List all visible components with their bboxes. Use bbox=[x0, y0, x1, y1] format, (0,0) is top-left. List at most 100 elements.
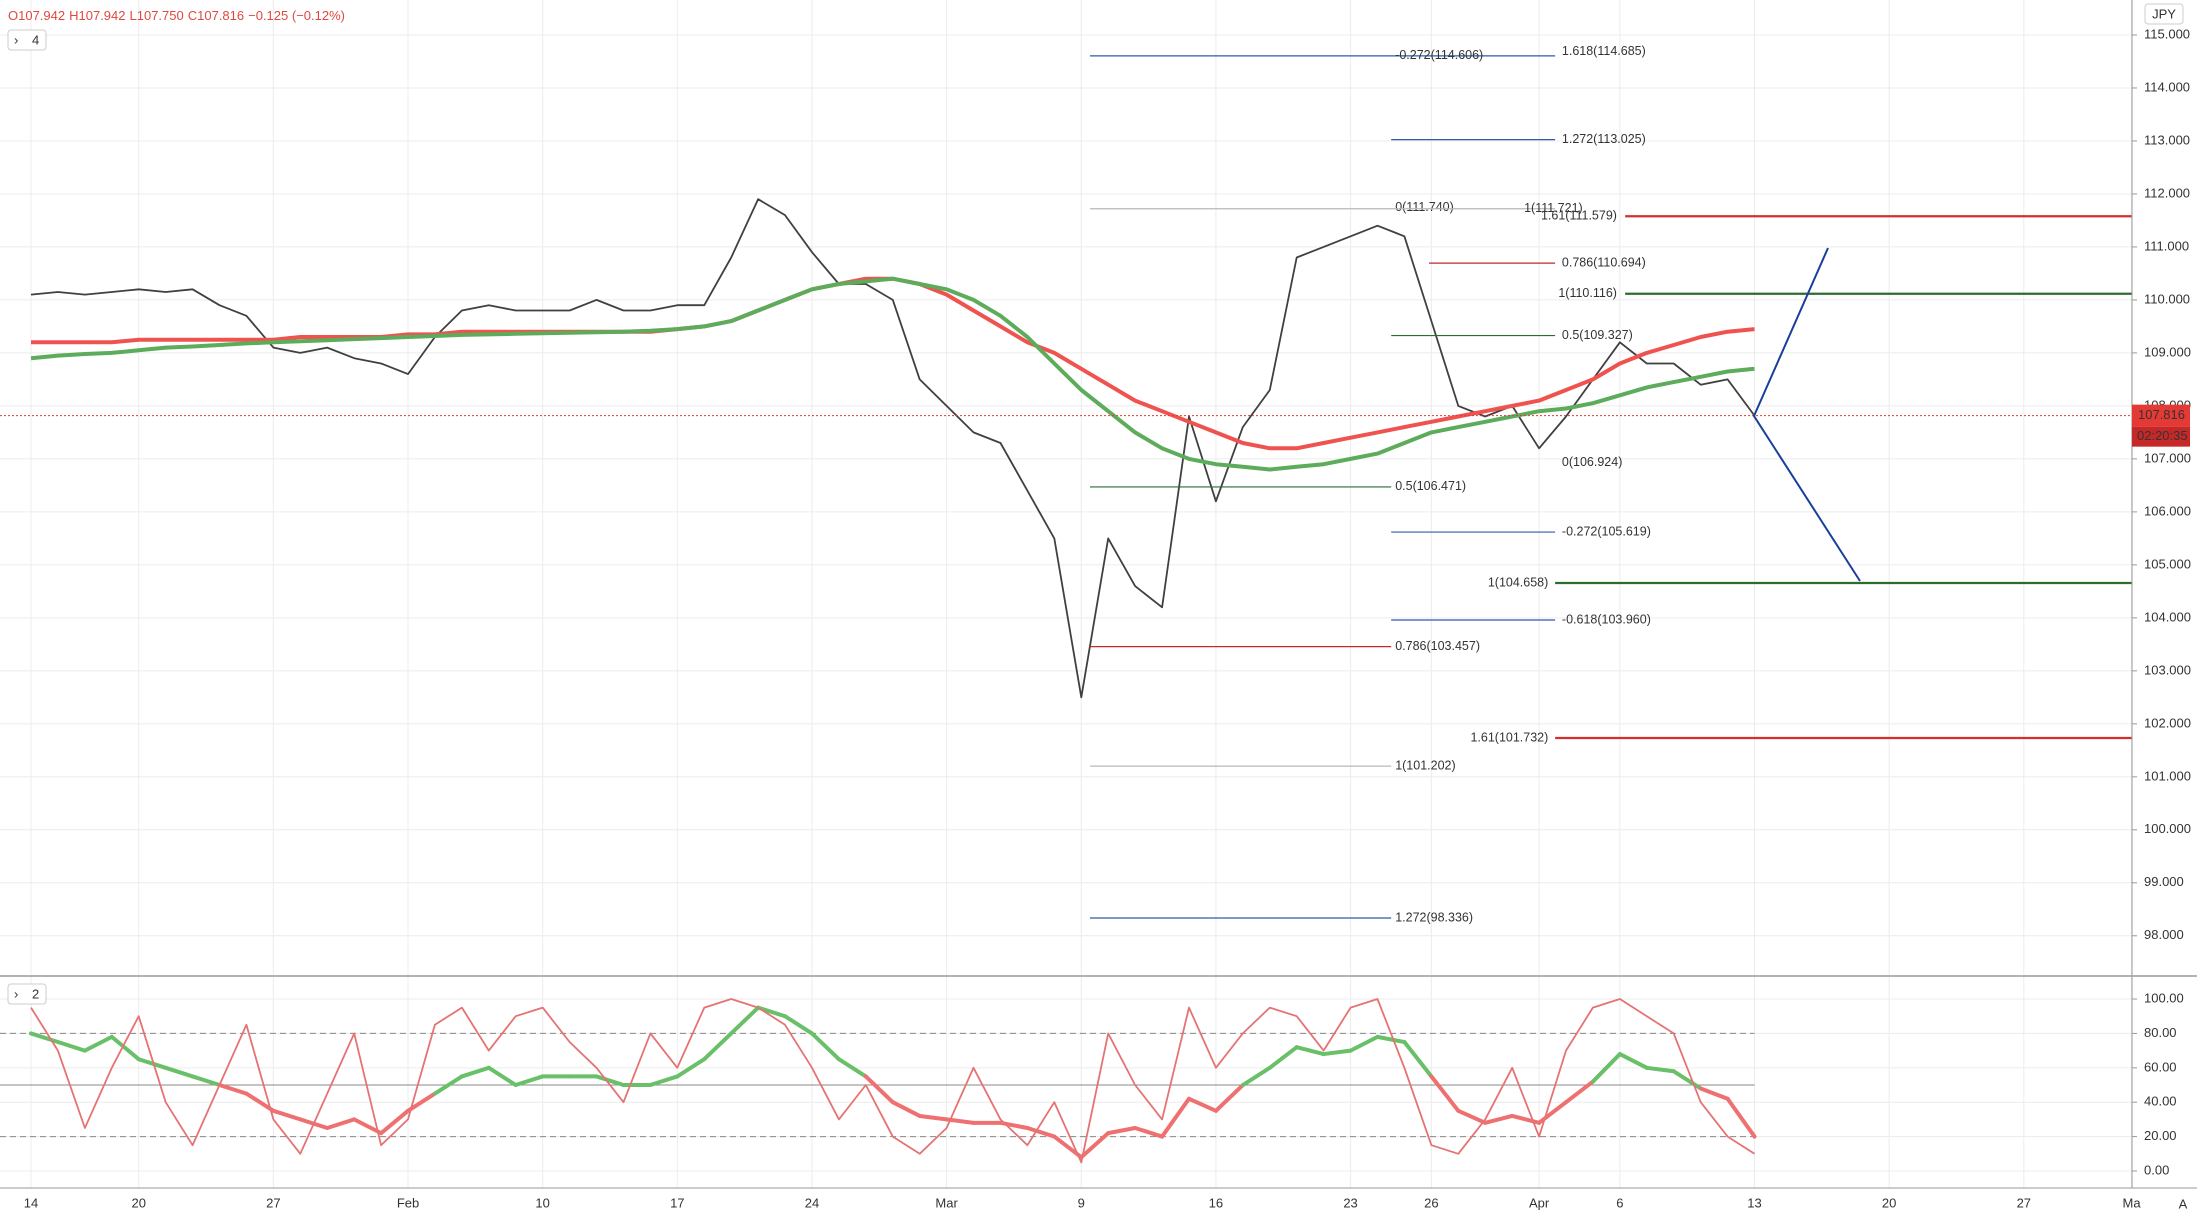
legend-item: O107.942 bbox=[8, 8, 65, 23]
x-tick-label: Feb bbox=[397, 1195, 419, 1210]
currency: JPY bbox=[2152, 6, 2176, 21]
y-tick-label: 106.000 bbox=[2144, 503, 2191, 518]
price-line bbox=[30, 198, 1756, 699]
y-tick-label: 103.000 bbox=[2144, 662, 2191, 677]
x-tick-label: 13 bbox=[1747, 1195, 1761, 1210]
pane-badge: 2 bbox=[32, 986, 39, 1001]
oscillator-segment bbox=[1698, 1086, 1730, 1101]
y-tick-label: 113.000 bbox=[2144, 132, 2190, 147]
y-tick-label: 109.000 bbox=[2144, 344, 2191, 359]
last-price-tag bbox=[2132, 404, 2190, 427]
oscillator-segment bbox=[1644, 1065, 1676, 1074]
oscillator-segment bbox=[863, 1074, 895, 1105]
oscillator-segment bbox=[432, 1074, 464, 1096]
fib-label: 0.786(103.457) bbox=[1395, 639, 1480, 653]
oscillator-segment bbox=[82, 1034, 114, 1053]
oscillator-segment bbox=[1671, 1069, 1703, 1091]
fib-label: -0.272(105.619) bbox=[1562, 524, 1651, 538]
oscillator-segment bbox=[1240, 1065, 1272, 1088]
fib-label: -0.618(103.960) bbox=[1562, 612, 1651, 626]
x-tick-label: 20 bbox=[131, 1195, 145, 1210]
y-tick-label: 100.00 bbox=[2144, 990, 2184, 1005]
ohlc-legend: O107.942 H107.942 L107.750 C107.816 −0.125 (… bbox=[8, 8, 345, 23]
fib-label: -0.272(114.606) bbox=[1395, 48, 1483, 62]
oscillator-segment bbox=[1079, 1131, 1111, 1160]
fib-label: 1(101.202) bbox=[1395, 758, 1455, 772]
axes: 14 20 27 Feb 10 17 24 Mar 9 16 23 26 Apr 6 13 20 27 Ma98.… bbox=[24, 26, 2191, 1210]
y-tick-label: 107.000 bbox=[2144, 450, 2191, 465]
x-tick-label: 20 bbox=[1882, 1195, 1896, 1210]
y-tick-label: 114.000 bbox=[2144, 79, 2190, 94]
oscillator-segment bbox=[702, 1031, 734, 1062]
chevron: › bbox=[14, 32, 18, 47]
y-tick-label: 40.00 bbox=[2144, 1094, 2177, 1109]
oscillator-segment bbox=[190, 1074, 222, 1088]
oscillator-segment bbox=[756, 1005, 788, 1019]
oscillator-segment bbox=[809, 1031, 841, 1062]
oscillator-segment bbox=[1617, 1052, 1649, 1070]
series-line bbox=[30, 276, 1755, 472]
x-tick-label: Ma bbox=[2123, 1195, 2142, 1210]
oscillator-segment bbox=[109, 1034, 141, 1062]
legend-item: H107.942 bbox=[69, 8, 125, 23]
oscillator-segment bbox=[406, 1091, 437, 1113]
oscillator-segment bbox=[1456, 1108, 1488, 1125]
fib-label: 1.272(113.025) bbox=[1562, 132, 1646, 146]
pane-badge-box[interactable] bbox=[7, 29, 47, 51]
oscillator-segment bbox=[1294, 1045, 1326, 1057]
oscillator-segment bbox=[325, 1117, 357, 1130]
fib-label: 1(111.721) bbox=[1524, 201, 1583, 215]
y-tick-label: 80.00 bbox=[2144, 1025, 2177, 1040]
legend-item: L107.750 bbox=[130, 8, 184, 23]
oscillator-segment bbox=[1213, 1083, 1245, 1113]
y-tick-label: 110.000 bbox=[2144, 291, 2190, 306]
oscillator-segment bbox=[486, 1065, 518, 1088]
oscillator-segment bbox=[890, 1100, 922, 1118]
oscillator-segment bbox=[594, 1074, 626, 1088]
oscillator-segment bbox=[1590, 1052, 1622, 1084]
fib-label: 0(111.740) bbox=[1395, 200, 1454, 214]
currency-box[interactable] bbox=[2144, 3, 2184, 25]
y-tick-label: 98.000 bbox=[2144, 927, 2184, 942]
oscillator-segment bbox=[379, 1108, 411, 1136]
oscillator-segment bbox=[917, 1113, 949, 1122]
auto-scale-button[interactable]: A bbox=[2179, 1196, 2188, 1211]
oscillator-segment bbox=[136, 1057, 168, 1070]
fib-label: 1(104.658) bbox=[1488, 575, 1548, 589]
x-tick-label: 14 bbox=[24, 1195, 38, 1210]
oscillator-segment bbox=[271, 1108, 303, 1122]
x-tick-label: 24 bbox=[805, 1195, 819, 1210]
fib-label: 1.61(101.732) bbox=[1470, 730, 1548, 744]
oscillator-segment bbox=[1429, 1074, 1461, 1113]
oscillator-segment bbox=[1402, 1040, 1434, 1079]
oscillator-segment bbox=[513, 1074, 545, 1088]
oscillator-segment bbox=[244, 1091, 276, 1113]
y-tick-label: 104.000 bbox=[2144, 609, 2191, 624]
x-tick-label: Mar bbox=[935, 1195, 958, 1210]
oscillator-segment bbox=[1186, 1096, 1218, 1113]
x-tick-label: 16 bbox=[1209, 1195, 1223, 1210]
y-tick-label: 60.00 bbox=[2144, 1059, 2177, 1074]
y-tick-label: 105.000 bbox=[2144, 556, 2191, 571]
oscillator-segment bbox=[1725, 1096, 1757, 1139]
oscillator-segment bbox=[1267, 1045, 1299, 1070]
y-tick-label: 112.000 bbox=[2144, 185, 2190, 200]
y-tick-label: 20.00 bbox=[2144, 1128, 2177, 1143]
fib-label: 0(106.924) bbox=[1562, 455, 1622, 469]
oscillator-segment bbox=[1510, 1113, 1542, 1125]
pane-badge: 4 bbox=[32, 32, 39, 47]
y-tick-label: 101.000 bbox=[2144, 768, 2191, 783]
y-tick-label: 115.000 bbox=[2144, 26, 2190, 41]
y-tick-label: 111.000 bbox=[2144, 238, 2189, 253]
y-tick-label: 0.00 bbox=[2144, 1162, 2169, 1177]
countdown-label: 02:20:35 bbox=[2137, 428, 2188, 443]
oscillator-segment bbox=[1375, 1034, 1407, 1045]
y-tick-label: 99.000 bbox=[2144, 874, 2184, 889]
fib-label: 0.5(106.471) bbox=[1395, 479, 1466, 493]
oscillator-segment bbox=[729, 1005, 761, 1036]
pane-badge-box[interactable] bbox=[7, 983, 47, 1005]
x-tick-label: 9 bbox=[1078, 1195, 1085, 1210]
